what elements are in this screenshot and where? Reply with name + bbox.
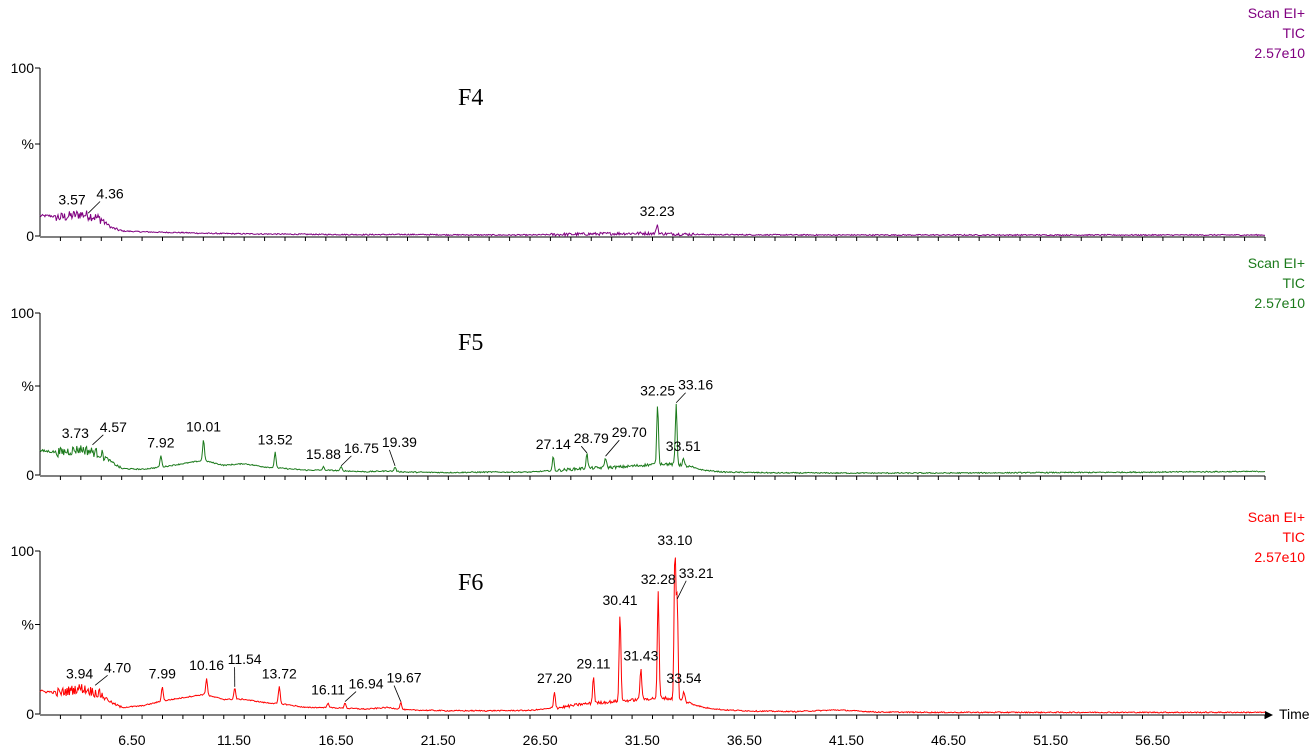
x-tick-label: 41.50 xyxy=(829,732,864,748)
peak-label: 4.70 xyxy=(104,659,131,675)
peak-label: 29.11 xyxy=(576,656,610,672)
x-ticks xyxy=(59,476,1266,480)
peak-label: 29.70 xyxy=(612,424,647,440)
peak-label: 28.79 xyxy=(574,430,609,446)
peak-leader-line xyxy=(94,674,108,686)
peak-leader-line xyxy=(340,455,352,467)
x-tick-label: 46.50 xyxy=(931,732,966,748)
peak-label: 15.88 xyxy=(306,446,341,462)
peak-leader-line xyxy=(580,445,588,454)
peak-label: 11.54 xyxy=(228,651,262,667)
peak-label: 33.21 xyxy=(679,565,714,581)
y-tick-label: 100 xyxy=(11,305,35,321)
peak-leader-line xyxy=(344,691,357,702)
x-tick-label: 56.50 xyxy=(1135,732,1170,748)
x-tick-label: 21.50 xyxy=(421,732,456,748)
max-intensity: 2.57e10 xyxy=(1254,45,1305,61)
x-tick-label: 11.50 xyxy=(217,732,251,748)
peak-label: 7.99 xyxy=(149,665,176,681)
scan-mode: Scan EI+ xyxy=(1248,5,1305,21)
x-tick-label: 31.50 xyxy=(625,732,660,748)
peak-label: 19.67 xyxy=(387,670,422,686)
peak-label: 33.51 xyxy=(666,438,701,454)
peak-label: 13.52 xyxy=(258,431,293,447)
trace-type: TIC xyxy=(1282,25,1305,41)
scan-mode: Scan EI+ xyxy=(1248,509,1305,525)
trace-type: TIC xyxy=(1282,529,1305,545)
panel-title: F5 xyxy=(458,330,483,356)
peak-label: 30.41 xyxy=(603,592,638,608)
peak-label: 31.43 xyxy=(623,647,658,663)
scan-mode: Scan EI+ xyxy=(1248,255,1305,271)
peak-label: 10.01 xyxy=(186,418,221,434)
peak-label: 27.20 xyxy=(537,670,572,686)
peak-leader-line xyxy=(92,434,104,446)
panel-f5: 100% 0 F5 Scan EI+ TIC 2.57e10 3.73 4.57 7.92 10.… xyxy=(11,255,1306,483)
max-intensity: 2.57e10 xyxy=(1254,295,1305,311)
peak-label: 3.57 xyxy=(58,191,85,207)
x-tick-label: 51.50 xyxy=(1033,732,1068,748)
peak-leader-line xyxy=(605,439,620,457)
peak-leader-line xyxy=(87,201,101,214)
panel-title: F4 xyxy=(458,85,483,111)
y-tick-label: 100 xyxy=(11,543,35,559)
x-ticks xyxy=(59,237,1266,241)
peak-label: 16.11 xyxy=(311,682,345,698)
panel-f4: 100% 0 F4 Scan EI+ TIC 2.57e10 3.57 4.36 32.23 xyxy=(11,5,1306,244)
x-axis-arrow xyxy=(1265,711,1273,719)
peak-label: 32.23 xyxy=(640,203,675,219)
y-tick-label: % xyxy=(22,617,34,633)
y-tick-label: 0 xyxy=(26,467,34,483)
max-intensity: 2.57e10 xyxy=(1254,549,1305,565)
peak-label: 33.54 xyxy=(666,670,701,686)
peak-leader-line xyxy=(389,449,396,467)
y-tick-label: % xyxy=(22,378,34,394)
peak-label: 7.92 xyxy=(147,435,174,451)
panel-title: F6 xyxy=(458,570,483,596)
peak-label: 13.72 xyxy=(262,665,297,681)
y-tick-label: 0 xyxy=(26,706,34,722)
trace-type: TIC xyxy=(1282,275,1305,291)
x-tick-label: 36.50 xyxy=(727,732,762,748)
tic-trace xyxy=(39,210,1266,238)
tic-trace xyxy=(39,557,1266,714)
y-tick-label: 0 xyxy=(26,228,34,244)
y-tick-label: 100 xyxy=(11,60,35,76)
peak-label: 32.25 xyxy=(640,383,675,399)
panel-f6: 100% 0 6.50 11.50 16.50 21.50 26.50 31.50 36.50 4… xyxy=(11,509,1310,748)
peak-label: 32.28 xyxy=(641,571,676,587)
peak-label: 33.16 xyxy=(678,377,713,393)
x-tick-label: 16.50 xyxy=(319,732,354,748)
peak-leader-line xyxy=(675,392,686,403)
x-tick-label: 6.50 xyxy=(118,732,145,748)
peak-label: 3.73 xyxy=(62,425,89,441)
peak-label: 33.10 xyxy=(657,532,692,548)
peak-label: 19.39 xyxy=(382,434,417,450)
peak-label: 27.14 xyxy=(536,436,571,452)
peak-label: 10.16 xyxy=(189,657,224,673)
x-ticks xyxy=(59,715,1266,719)
tic-trace xyxy=(39,403,1266,475)
peak-label: 16.75 xyxy=(344,440,379,456)
peak-label: 4.36 xyxy=(96,185,123,201)
x-axis-label: Time xyxy=(1279,706,1310,722)
peak-label: 3.94 xyxy=(66,665,93,681)
peak-leader-line xyxy=(393,685,402,702)
peak-leader-line xyxy=(676,580,687,600)
peak-label: 4.57 xyxy=(100,419,127,435)
peak-label: 16.94 xyxy=(349,676,384,692)
y-tick-label: % xyxy=(22,136,34,152)
x-tick-label: 26.50 xyxy=(523,732,558,748)
